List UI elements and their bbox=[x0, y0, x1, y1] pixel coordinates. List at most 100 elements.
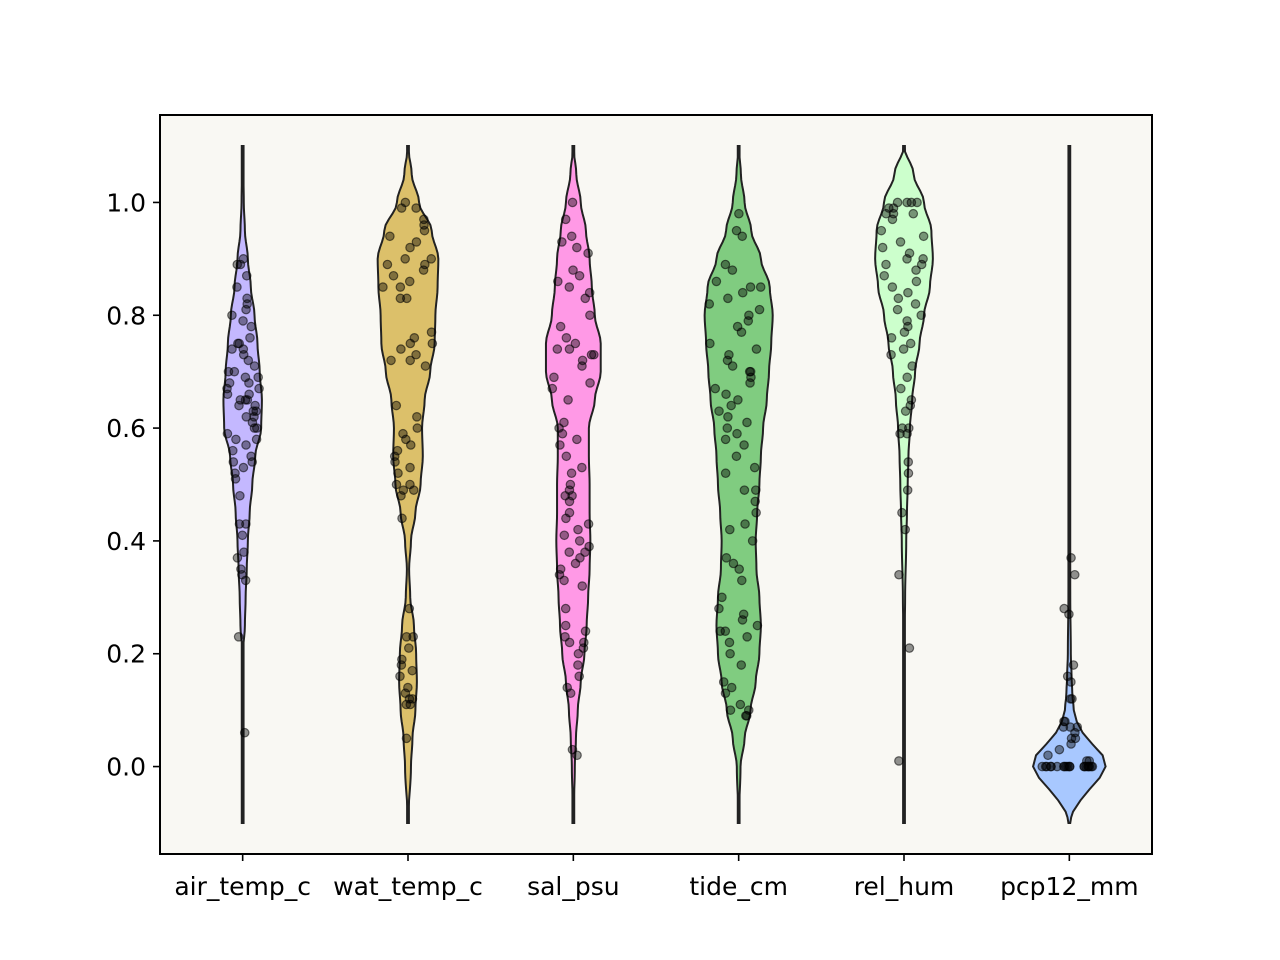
point-air_temp_c-30 bbox=[240, 395, 251, 405]
x-tick-label: sal_psu bbox=[527, 872, 620, 901]
point-wat_temp_c-34 bbox=[405, 440, 416, 450]
point-wat_temp_c-53 bbox=[395, 671, 405, 682]
point-pcp12_mm-40 bbox=[1052, 761, 1062, 772]
point-pcp12_mm-1 bbox=[1069, 569, 1080, 580]
point-tide_cm-34 bbox=[720, 434, 731, 445]
point-sal_psu-44 bbox=[574, 536, 585, 546]
point-air_temp_c-33 bbox=[234, 400, 244, 411]
point-wat_temp_c-17 bbox=[378, 282, 388, 292]
point-air_temp_c-27 bbox=[222, 389, 233, 400]
point-wat_temp_c-27 bbox=[405, 355, 416, 366]
point-sal_psu-13 bbox=[555, 321, 566, 332]
point-wat_temp_c-11 bbox=[420, 259, 430, 270]
y-tick-label: 0.2 bbox=[106, 640, 146, 669]
point-tide_cm-44 bbox=[724, 524, 735, 535]
point-tide_cm-15 bbox=[736, 327, 747, 337]
point-sal_psu-52 bbox=[559, 575, 569, 586]
point-tide_cm-40 bbox=[750, 485, 761, 495]
point-wat_temp_c-2 bbox=[396, 203, 407, 213]
point-wat_temp_c-14 bbox=[388, 270, 399, 281]
point-sal_psu-16 bbox=[552, 344, 563, 354]
point-wat_temp_c-5 bbox=[419, 225, 430, 236]
point-sal_psu-37 bbox=[567, 490, 577, 501]
point-sal_psu-19 bbox=[589, 349, 599, 360]
point-wat_temp_c-47 bbox=[401, 632, 412, 642]
point-air_temp_c-8 bbox=[227, 310, 237, 321]
jitter-points-layer bbox=[222, 197, 1098, 772]
point-air_temp_c-35 bbox=[251, 406, 261, 416]
point-sal_psu-53 bbox=[577, 581, 588, 591]
point-tide_cm-54 bbox=[752, 620, 763, 631]
x-tick-label: wat_temp_c bbox=[333, 872, 483, 901]
point-tide_cm-65 bbox=[743, 705, 754, 715]
point-wat_temp_c-31 bbox=[412, 423, 423, 433]
point-tide_cm-17 bbox=[751, 344, 762, 354]
point-pcp12_mm-33 bbox=[1065, 761, 1075, 772]
point-tide_cm-58 bbox=[724, 637, 735, 648]
point-air_temp_c-39 bbox=[249, 423, 260, 433]
point-tide_cm-10 bbox=[704, 299, 715, 309]
point-sal_psu-54 bbox=[560, 603, 571, 614]
point-sal_psu-15 bbox=[570, 338, 581, 349]
point-air_temp_c-45 bbox=[227, 445, 238, 456]
point-air_temp_c-57 bbox=[232, 553, 243, 563]
point-sal_psu-63 bbox=[574, 671, 584, 682]
point-rel_hum-9 bbox=[887, 214, 898, 225]
point-tide_cm-39 bbox=[739, 485, 750, 495]
point-air_temp_c-20 bbox=[229, 366, 240, 377]
point-air_temp_c-53 bbox=[234, 519, 245, 529]
point-sal_psu-6 bbox=[568, 265, 578, 275]
point-sal_psu-38 bbox=[564, 496, 575, 507]
point-air_temp_c-14 bbox=[227, 344, 237, 354]
y-tick-label: 1.0 bbox=[106, 188, 146, 217]
point-air_temp_c-22 bbox=[253, 372, 263, 383]
point-sal_psu-12 bbox=[585, 310, 595, 321]
point-sal_psu-42 bbox=[573, 524, 583, 535]
point-tide_cm-57 bbox=[742, 632, 752, 642]
point-tide_cm-59 bbox=[725, 648, 735, 659]
point-tide_cm-43 bbox=[740, 519, 750, 529]
point-air_temp_c-55 bbox=[237, 530, 248, 541]
point-tide_cm-42 bbox=[751, 507, 761, 518]
point-tide_cm-4 bbox=[727, 265, 738, 275]
point-sal_psu-46 bbox=[564, 547, 575, 557]
point-wat_temp_c-26 bbox=[386, 355, 396, 366]
point-tide_cm-18 bbox=[724, 349, 734, 360]
point-pcp12_mm-18 bbox=[1054, 744, 1065, 755]
point-wat_temp_c-41 bbox=[391, 479, 402, 490]
point-sal_psu-17 bbox=[564, 344, 575, 354]
point-rel_hum-25 bbox=[910, 299, 921, 309]
point-air_temp_c-10 bbox=[246, 321, 257, 332]
point-tide_cm-3 bbox=[720, 259, 731, 270]
point-rel_hum-20 bbox=[879, 270, 890, 281]
point-tide_cm-32 bbox=[722, 423, 733, 433]
point-air_temp_c-54 bbox=[241, 519, 251, 529]
point-tide_cm-9 bbox=[723, 293, 733, 304]
point-sal_psu-25 bbox=[563, 395, 573, 405]
point-tide_cm-8 bbox=[737, 287, 748, 298]
point-air_temp_c-60 bbox=[240, 575, 251, 586]
point-wat_temp_c-59 bbox=[401, 699, 412, 710]
point-tide_cm-33 bbox=[732, 428, 742, 439]
point-rel_hum-34 bbox=[886, 349, 896, 360]
point-rel_hum-46 bbox=[903, 468, 914, 479]
point-sal_psu-28 bbox=[557, 428, 568, 439]
point-sal_psu-65 bbox=[565, 688, 576, 699]
point-tide_cm-31 bbox=[742, 417, 752, 428]
point-rel_hum-13 bbox=[877, 242, 888, 253]
point-sal_psu-21 bbox=[577, 361, 587, 371]
point-rel_hum-8 bbox=[881, 208, 891, 219]
point-wat_temp_c-1 bbox=[411, 203, 421, 213]
point-sal_psu-2 bbox=[566, 231, 577, 242]
point-air_temp_c-42 bbox=[251, 434, 262, 445]
point-tide_cm-50 bbox=[717, 592, 727, 603]
point-rel_hum-16 bbox=[918, 254, 928, 264]
point-tide_cm-48 bbox=[734, 564, 744, 574]
point-rel_hum-36 bbox=[902, 372, 913, 383]
point-air_temp_c-43 bbox=[231, 434, 241, 445]
point-tide_cm-35 bbox=[739, 440, 749, 450]
point-rel_hum-47 bbox=[902, 485, 913, 495]
point-air_temp_c-51 bbox=[230, 474, 241, 484]
point-tide_cm-27 bbox=[733, 395, 743, 405]
point-rel_hum-10 bbox=[876, 225, 887, 236]
